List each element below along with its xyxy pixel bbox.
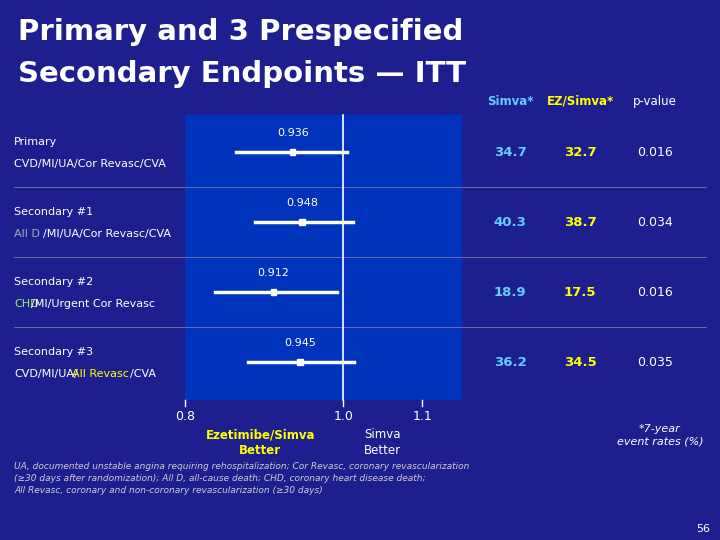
Text: CVD/MI/UA/Cor Revasc/CVA: CVD/MI/UA/Cor Revasc/CVA (14, 159, 166, 169)
Text: Secondary Endpoints — ITT: Secondary Endpoints — ITT (18, 60, 466, 88)
Text: 1.0: 1.0 (333, 410, 354, 423)
Text: 56: 56 (696, 524, 710, 534)
Text: 34.5: 34.5 (564, 355, 596, 368)
Text: 32.7: 32.7 (564, 145, 596, 159)
Text: 0.945: 0.945 (284, 338, 315, 348)
Text: /CVA: /CVA (130, 369, 156, 379)
Text: 0.936: 0.936 (276, 128, 308, 138)
Text: UA, documented unstable angina requiring rehospitalization; Cor Revasc, coronary: UA, documented unstable angina requiring… (14, 462, 469, 495)
Text: /MI/UA/Cor Revasc/CVA: /MI/UA/Cor Revasc/CVA (43, 229, 171, 239)
Text: 0.912: 0.912 (258, 268, 289, 278)
Text: Secondary #3: Secondary #3 (14, 347, 93, 357)
Text: 1.1: 1.1 (413, 410, 432, 423)
Text: CHD: CHD (14, 299, 39, 309)
Bar (300, 219, 305, 225)
Text: p-value: p-value (633, 95, 677, 108)
Text: 17.5: 17.5 (564, 286, 596, 299)
Text: Ezetimibe/Simva
Better: Ezetimibe/Simva Better (205, 428, 315, 457)
Text: Primary and 3 Prespecified: Primary and 3 Prespecified (18, 18, 464, 46)
Bar (185, 115, 462, 400)
Text: Primary: Primary (14, 137, 58, 147)
Text: EZ/Simva*: EZ/Simva* (546, 95, 613, 108)
Text: 0.034: 0.034 (637, 215, 673, 228)
Text: 0.016: 0.016 (637, 145, 673, 159)
Text: 36.2: 36.2 (494, 355, 526, 368)
Text: All D: All D (14, 229, 40, 239)
Text: 40.3: 40.3 (494, 215, 526, 228)
Text: 0.035: 0.035 (637, 355, 673, 368)
Text: *7-year
event rates (%): *7-year event rates (%) (617, 424, 703, 447)
Text: 0.016: 0.016 (637, 286, 673, 299)
Text: 0.8: 0.8 (175, 410, 195, 423)
Text: 18.9: 18.9 (494, 286, 526, 299)
Text: 34.7: 34.7 (494, 145, 526, 159)
Text: Secondary #2: Secondary #2 (14, 277, 94, 287)
Text: 0.948: 0.948 (286, 198, 318, 208)
Text: CVD/MI/UA/: CVD/MI/UA/ (14, 369, 78, 379)
Text: Simva
Better: Simva Better (364, 428, 402, 457)
Text: 38.7: 38.7 (564, 215, 596, 228)
Text: All Revasc: All Revasc (72, 369, 129, 379)
Text: /MI/Urgent Cor Revasc: /MI/Urgent Cor Revasc (32, 299, 156, 309)
Bar (271, 289, 276, 295)
Bar (290, 149, 295, 155)
Text: Simva*: Simva* (487, 95, 534, 108)
Text: Secondary #1: Secondary #1 (14, 207, 93, 217)
Bar (297, 359, 302, 364)
